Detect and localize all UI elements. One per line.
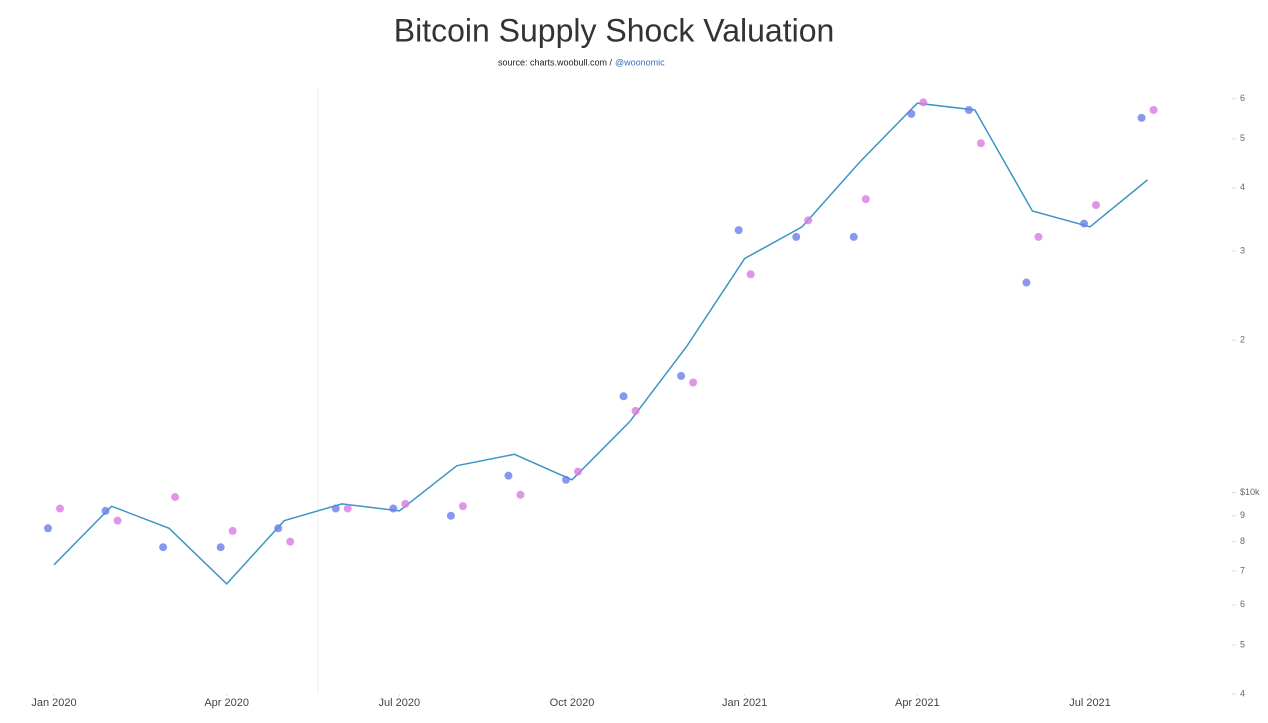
valuation-dot — [331, 504, 340, 513]
y-tick-label: 9 — [1240, 510, 1245, 520]
valuation-dot — [619, 392, 628, 401]
valuation-dot — [1034, 232, 1043, 241]
valuation-dot — [1092, 200, 1100, 209]
price-line — [53, 102, 1149, 585]
valuation-dot — [861, 195, 870, 204]
chart-subtitle-handle: @woonomic — [615, 57, 665, 67]
valuation-dot — [562, 475, 570, 484]
valuation-dot — [56, 504, 64, 513]
y-tick-label: 4 — [1240, 182, 1245, 192]
valuation-dot — [286, 537, 295, 546]
chart-title: Bitcoin Supply Shock Valuation — [394, 12, 835, 48]
valuation-dot — [401, 499, 410, 508]
y-tick-label: 8 — [1240, 536, 1245, 546]
valuation-dot — [746, 270, 755, 279]
y-tick-label: $10k — [1240, 487, 1260, 497]
valuation-dot — [516, 490, 525, 499]
y-tick-label: 5 — [1240, 639, 1245, 649]
valuation-dot — [964, 106, 973, 115]
valuation-dot — [274, 524, 283, 533]
valuation-dot — [446, 511, 455, 520]
x-tick-label: Jan 2020 — [31, 697, 76, 709]
valuation-dot — [1080, 219, 1088, 228]
x-tick-label: Apr 2021 — [895, 697, 940, 709]
valuation-dot — [792, 232, 801, 241]
valuation-dot — [1022, 278, 1031, 287]
y-tick-label: 3 — [1240, 245, 1245, 255]
valuation-dot — [458, 502, 467, 511]
valuation-dot — [734, 226, 743, 235]
valuation-dot — [101, 506, 110, 515]
valuation-dot — [1149, 106, 1158, 115]
x-tick-label: Oct 2020 — [550, 697, 595, 709]
valuation-dot — [171, 493, 180, 502]
x-tick-label: Jul 2021 — [1069, 697, 1111, 709]
valuation-dot — [919, 98, 928, 107]
valuation-dot — [631, 406, 640, 415]
y-tick-label: 7 — [1240, 565, 1245, 575]
y-tick-label: 6 — [1240, 93, 1245, 103]
valuation-dot — [504, 471, 513, 480]
valuation-dot — [113, 516, 122, 525]
valuation-dot — [159, 543, 168, 552]
valuation-dot — [1137, 113, 1146, 122]
y-tick-label: 6 — [1240, 599, 1245, 609]
valuation-dot — [689, 378, 698, 387]
valuation-dot — [343, 504, 352, 513]
valuation-dot — [389, 504, 398, 513]
chart-subtitle: source: charts.woobull.com / — [498, 57, 613, 67]
valuation-dot — [216, 543, 225, 552]
x-tick-label: Apr 2020 — [204, 697, 249, 709]
valuation-dot — [574, 467, 582, 476]
valuation-dot — [907, 109, 916, 118]
valuation-dot — [44, 524, 52, 533]
valuation-dot — [976, 139, 985, 148]
x-tick-label: Jan 2021 — [722, 697, 767, 709]
valuation-dot — [804, 216, 813, 225]
x-tick-label: Jul 2020 — [379, 697, 421, 709]
valuation-dot — [677, 371, 686, 380]
y-tick-label: 2 — [1240, 335, 1245, 345]
y-tick-label: 5 — [1240, 133, 1245, 143]
y-tick-label: 4 — [1240, 688, 1245, 698]
valuation-dot — [849, 232, 858, 241]
valuation-dot — [228, 526, 237, 535]
